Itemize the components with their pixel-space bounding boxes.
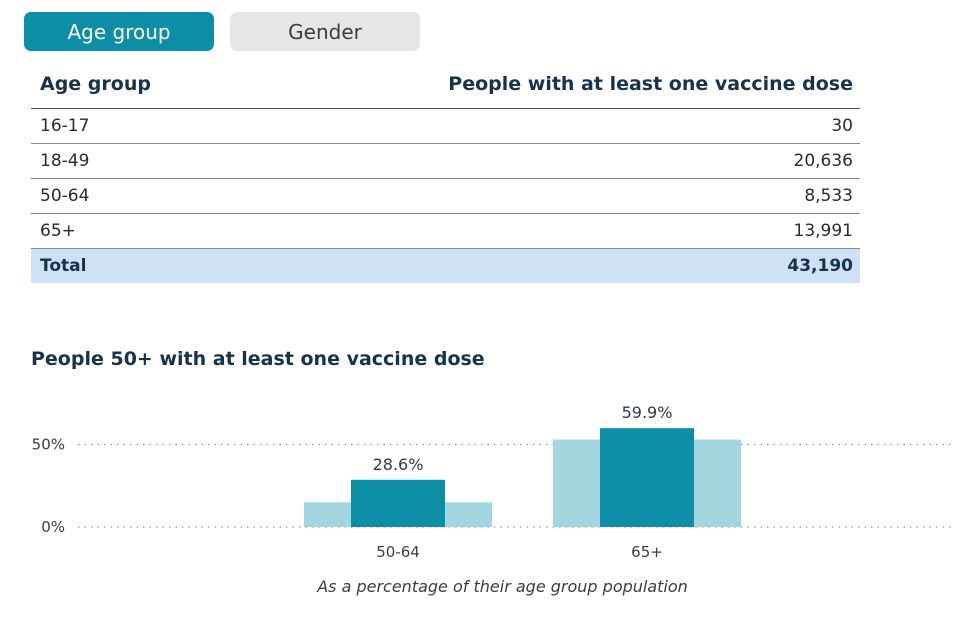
table-row: 65+ 13,991 (31, 214, 860, 249)
table-row: 50-64 8,533 (31, 179, 860, 214)
vaccine-table: Age group People with at least one vacci… (31, 59, 860, 283)
bar (351, 479, 445, 527)
bar (600, 428, 694, 527)
row-value: 8,533 (804, 186, 853, 206)
header-dose-count[interactable]: People with at least one vaccine dose (448, 72, 853, 95)
total-value: 43,190 (787, 256, 853, 276)
data-label: 59.9% (622, 403, 673, 422)
row-group: 65+ (40, 221, 76, 241)
x-tick-label: 65+ (631, 543, 663, 561)
row-value: 30 (831, 116, 853, 136)
chart-caption: As a percentage of their age group popul… (317, 577, 688, 596)
y-tick-label: 50% (32, 436, 65, 454)
total-label: Total (40, 256, 87, 276)
table-row: 18-49 20,636 (31, 144, 860, 179)
x-tick-label: 50-64 (376, 543, 420, 561)
row-value: 20,636 (793, 151, 853, 171)
table-header: Age group People with at least one vacci… (31, 59, 860, 109)
table-row: 16-17 30 (31, 109, 860, 144)
table-total-row: Total 43,190 (31, 249, 860, 283)
tab-age-group[interactable]: Age group (24, 12, 214, 51)
header-age-group[interactable]: Age group (40, 72, 151, 95)
row-group: 16-17 (40, 116, 90, 136)
y-tick-label: 0% (41, 518, 65, 536)
row-group: 50-64 (40, 186, 90, 206)
tab-gender[interactable]: Gender (230, 12, 420, 51)
chart-title: People 50+ with at least one vaccine dos… (31, 348, 485, 370)
tab-bar: Age group Gender (24, 12, 420, 51)
row-value: 13,991 (793, 221, 853, 241)
data-label: 28.6% (373, 455, 424, 474)
row-group: 18-49 (40, 151, 90, 171)
bar-chart: 0% 50% 28.6% 50-64 59.9% 65+ (32, 403, 955, 561)
